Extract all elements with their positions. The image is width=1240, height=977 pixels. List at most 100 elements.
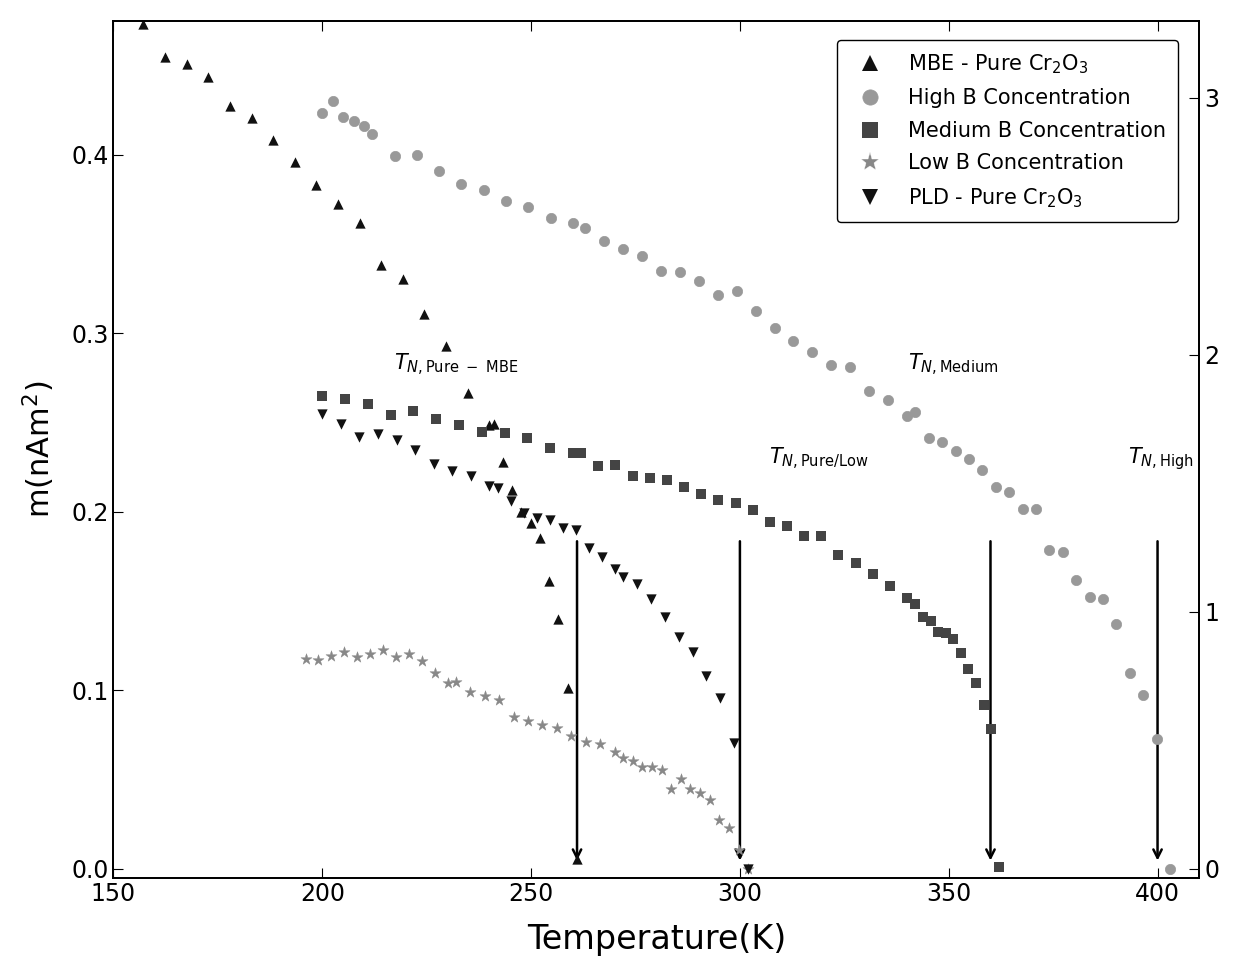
Point (959, 451, 978, 467)
Point (622, 468, 642, 484)
Point (821, 358, 841, 373)
Point (605, 457, 625, 473)
Point (920, 614, 940, 629)
Point (670, 265, 689, 280)
Point (393, 271, 413, 286)
Point (553, 520, 573, 535)
Point (329, 196, 348, 212)
Point (681, 781, 701, 796)
Point (177, 56, 197, 71)
Point (657, 472, 677, 488)
Point (913, 610, 932, 625)
Point (708, 287, 728, 303)
Point (590, 736, 610, 751)
Point (427, 410, 446, 426)
Point (640, 471, 660, 487)
Point (932, 434, 952, 449)
Point (490, 692, 510, 707)
Point (155, 50, 175, 65)
Point (517, 431, 537, 446)
Point (613, 750, 632, 766)
Point (331, 416, 351, 432)
Point (495, 425, 515, 441)
Point (1025, 501, 1045, 517)
Point (539, 512, 559, 528)
Point (999, 484, 1019, 499)
Point (347, 649, 367, 664)
Point (295, 651, 315, 666)
Point (306, 177, 326, 192)
Point (719, 820, 739, 835)
Point (727, 283, 746, 299)
Point (387, 432, 407, 447)
Point (936, 625, 956, 641)
Point (655, 609, 675, 624)
Point (373, 642, 393, 658)
Point (414, 307, 434, 322)
Point (219, 98, 239, 113)
Point (765, 320, 785, 336)
Point (794, 529, 813, 544)
Point (951, 646, 971, 661)
Point (529, 530, 549, 545)
Point (541, 441, 560, 456)
Point (112, 0, 131, 11)
Point (334, 108, 353, 124)
Point (321, 649, 341, 664)
Point (981, 721, 1001, 737)
Point (575, 734, 595, 749)
Point (828, 547, 848, 563)
Point (501, 493, 521, 509)
Point (309, 652, 329, 667)
Text: $T_{N,\mathrm{Medium}}$: $T_{N,\mathrm{Medium}}$ (908, 352, 998, 378)
Point (1080, 589, 1100, 605)
Point (285, 153, 305, 169)
Point (622, 753, 642, 769)
Point (745, 303, 765, 319)
Point (360, 646, 379, 661)
Point (242, 110, 262, 126)
Point (134, 17, 154, 32)
Point (614, 241, 634, 257)
Point (689, 274, 709, 289)
Point (539, 573, 559, 588)
Point (451, 176, 471, 191)
Point (424, 456, 444, 472)
Point (946, 444, 966, 459)
Point (725, 495, 745, 511)
Point (343, 112, 363, 128)
Point (567, 851, 587, 867)
Point (563, 445, 583, 460)
Point (384, 148, 404, 163)
Point (1053, 544, 1073, 560)
Point (905, 597, 925, 613)
Point (358, 397, 378, 412)
Point (547, 720, 567, 736)
Text: $T_{N,\mathrm{High}}$: $T_{N,\mathrm{High}}$ (1128, 446, 1194, 473)
Point (458, 385, 477, 401)
Point (841, 359, 861, 374)
Point (362, 126, 382, 142)
Point (541, 210, 560, 226)
Point (575, 220, 595, 235)
Point (471, 424, 491, 440)
Point (709, 812, 729, 828)
Point (1147, 731, 1167, 746)
Point (480, 478, 500, 493)
Text: $T_{N,\mathrm{Pure\ -\ MBE}}$: $T_{N,\mathrm{Pure\ -\ MBE}}$ (393, 352, 518, 378)
Point (429, 163, 449, 179)
Point (484, 416, 503, 432)
Point (572, 446, 591, 461)
Point (312, 106, 332, 121)
Point (919, 430, 939, 446)
Point (565, 522, 585, 537)
Point (811, 529, 831, 544)
Point (532, 717, 552, 733)
Point (1066, 572, 1086, 587)
Point (425, 665, 445, 681)
Point (475, 689, 495, 704)
Point (322, 94, 342, 109)
Point (335, 644, 355, 659)
Point (312, 388, 332, 404)
Point (496, 193, 516, 209)
